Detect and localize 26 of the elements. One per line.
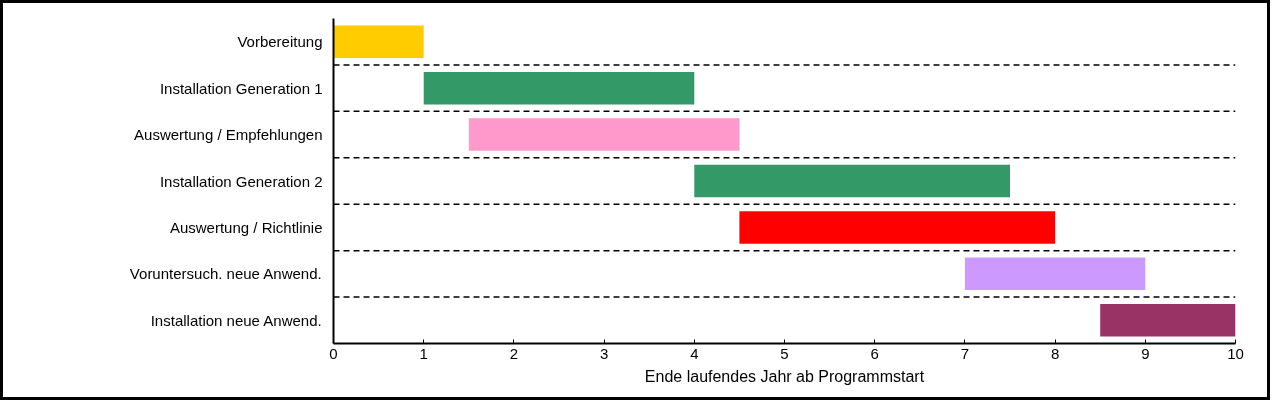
- x-tick-label: 4: [690, 344, 699, 362]
- y-tick-label: Auswertung / Empfehlungen: [134, 126, 323, 144]
- x-tick-label: 0: [329, 344, 338, 362]
- bar: [468, 118, 740, 151]
- x-tick-label: 9: [1141, 344, 1150, 362]
- y-tick-label: Auswertung / Richtlinie: [169, 218, 323, 236]
- bar: [964, 257, 1146, 291]
- y-tick-label: Vorbereitung: [237, 33, 323, 51]
- y-tick-label: Voruntersuch. neue Anwend.: [129, 265, 322, 283]
- x-tick-label: 7: [960, 344, 970, 362]
- y-tick-label: Installation neue Anwend.: [150, 311, 322, 329]
- x-tick-label: 10: [1227, 344, 1244, 362]
- x-tick-label: 8: [1050, 344, 1060, 362]
- x-axis-title: Ende laufendes Jahr ab Programmstart: [644, 367, 925, 385]
- bar: [423, 71, 695, 105]
- y-tick-label: Installation Generation 1: [159, 79, 323, 97]
- bar: [1100, 304, 1236, 337]
- y-tick-label: Installation Generation 2: [159, 172, 323, 190]
- x-tick-label: 1: [419, 344, 428, 362]
- bar: [694, 164, 1010, 198]
- x-tick-label: 3: [599, 344, 609, 362]
- x-tick-label: 6: [870, 344, 879, 362]
- bar: [739, 211, 1056, 244]
- x-tick-label: 2: [509, 344, 519, 362]
- x-tick-label: 5: [780, 344, 789, 362]
- bar: [333, 25, 424, 58]
